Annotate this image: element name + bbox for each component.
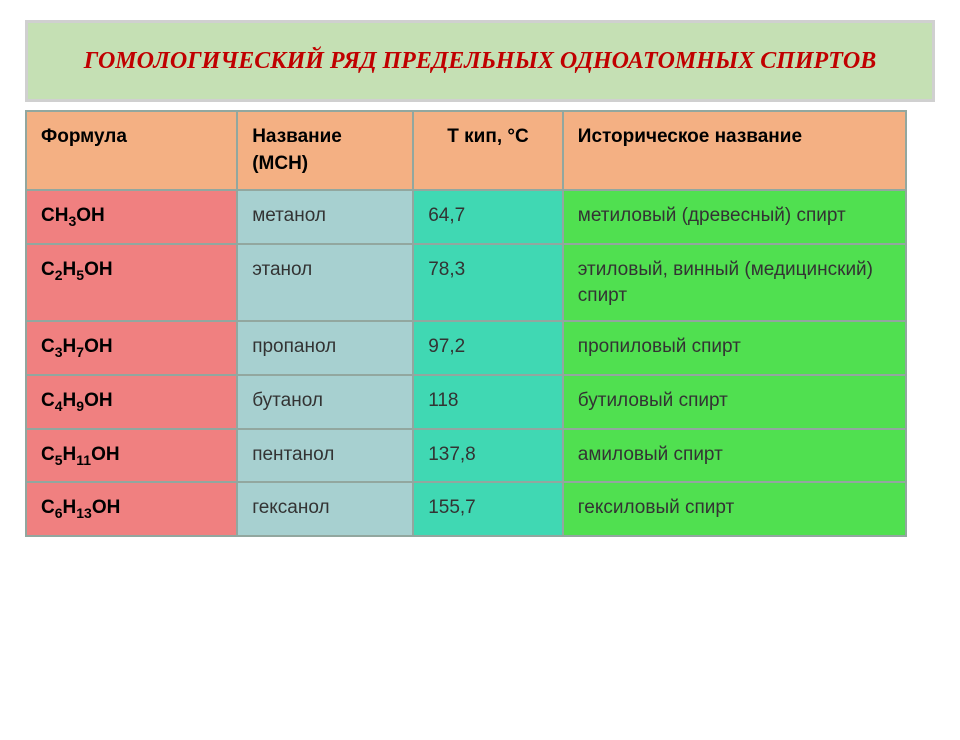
cell-hist: пропиловый спирт xyxy=(563,321,906,375)
cell-formula: C5H11OH xyxy=(26,429,237,483)
cell-name: метанол xyxy=(237,190,413,244)
cell-formula: C2H5OH xyxy=(26,244,237,321)
cell-temp: 78,3 xyxy=(413,244,563,321)
cell-formula: C4H9OH xyxy=(26,375,237,429)
cell-hist: гексиловый спирт xyxy=(563,482,906,536)
table-row: C2H5OHэтанол78,3этиловый, винный (медици… xyxy=(26,244,906,321)
th-name: Название (МСН) xyxy=(237,111,413,190)
cell-temp: 64,7 xyxy=(413,190,563,244)
page-title: ГОМОЛОГИЧЕСКИЙ РЯД ПРЕДЕЛЬНЫХ ОДНОАТОМНЫ… xyxy=(58,43,902,79)
table-row: CH3OHметанол64,7метиловый (древесный) сп… xyxy=(26,190,906,244)
cell-temp: 137,8 xyxy=(413,429,563,483)
cell-hist: амиловый спирт xyxy=(563,429,906,483)
table-row: C4H9OHбутанол118бутиловый спирт xyxy=(26,375,906,429)
table-row: C3H7OHпропанол97,2пропиловый спирт xyxy=(26,321,906,375)
cell-hist: этиловый, винный (медицинский) спирт xyxy=(563,244,906,321)
cell-temp: 155,7 xyxy=(413,482,563,536)
table-row: C6H13OHгексанол155,7гексиловый спирт xyxy=(26,482,906,536)
th-hist: Историческое название xyxy=(563,111,906,190)
cell-temp: 97,2 xyxy=(413,321,563,375)
cell-name: гексанол xyxy=(237,482,413,536)
cell-temp: 118 xyxy=(413,375,563,429)
table-header-row: Формула Название (МСН) Т кип, °С Историч… xyxy=(26,111,906,190)
cell-name: этанол xyxy=(237,244,413,321)
title-container: ГОМОЛОГИЧЕСКИЙ РЯД ПРЕДЕЛЬНЫХ ОДНОАТОМНЫ… xyxy=(25,20,935,102)
cell-formula: C3H7OH xyxy=(26,321,237,375)
table-wrapper: Формула Название (МСН) Т кип, °С Историч… xyxy=(25,110,907,537)
cell-hist: метиловый (древесный) спирт xyxy=(563,190,906,244)
cell-hist: бутиловый спирт xyxy=(563,375,906,429)
cell-formula: C6H13OH xyxy=(26,482,237,536)
cell-name: пропанол xyxy=(237,321,413,375)
alcohols-table: Формула Название (МСН) Т кип, °С Историч… xyxy=(25,110,907,537)
cell-name: бутанол xyxy=(237,375,413,429)
table-row: C5H11OHпентанол137,8амиловый спирт xyxy=(26,429,906,483)
th-formula: Формула xyxy=(26,111,237,190)
cell-name: пентанол xyxy=(237,429,413,483)
th-temp: Т кип, °С xyxy=(413,111,563,190)
cell-formula: CH3OH xyxy=(26,190,237,244)
